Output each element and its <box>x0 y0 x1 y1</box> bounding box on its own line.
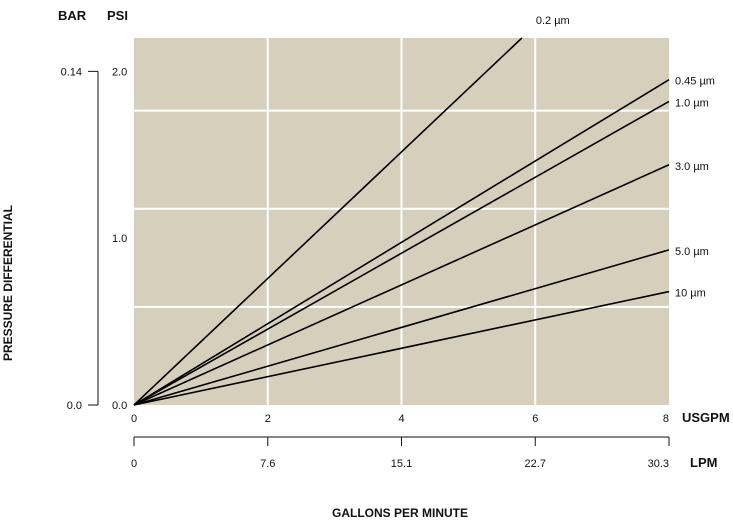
series-label: 10 µm <box>675 288 706 300</box>
y-tick-label: 0.0 <box>112 400 127 412</box>
x-tick-label: 6 <box>532 413 538 425</box>
y-tick-label: 1.0 <box>112 233 127 245</box>
series-line <box>133 37 523 406</box>
grid-lines <box>134 38 669 405</box>
y-unit-label: PSI <box>107 8 128 23</box>
axes: 0.0 1.0 2.0 0.0 0.14 0 2 4 6 8 0 7.6 15.1 22.7 30.3 <box>61 66 670 470</box>
x2-tick-label: 30.3 <box>648 458 669 470</box>
series-label: 1.0 µm <box>675 97 709 109</box>
series-label: 0.2 µm <box>536 15 570 27</box>
series-label: 5.0 µm <box>675 246 709 258</box>
series-label: 0.45 µm <box>675 76 715 88</box>
x2-tick-label: 15.1 <box>391 458 412 470</box>
x-unit-label: USGPM <box>682 410 730 425</box>
series-lines: 0.2 µm 0.45 µm 1.0 µm 3.0 µm 5.0 µm 10 µm <box>133 15 715 406</box>
series-line <box>133 79 670 406</box>
x2-unit-label: LPM <box>690 455 717 470</box>
x-tick-label: 4 <box>398 413 404 425</box>
x2-tick-label: 7.6 <box>260 458 275 470</box>
x-tick-label: 0 <box>131 413 137 425</box>
x2-tick-label: 0 <box>131 458 137 470</box>
series-label: 3.0 µm <box>675 161 709 173</box>
y-tick-label: 2.0 <box>112 66 127 78</box>
series-line <box>133 249 670 406</box>
y2-tick-label: 0.0 <box>67 400 82 412</box>
y-axis-title: PRESSURE DIFFERENTIAL <box>1 205 15 361</box>
x-tick-label: 8 <box>663 413 669 425</box>
x2-tick-label: 22.7 <box>525 458 546 470</box>
x-axis-title: GALLONS PER MINUTE <box>332 506 468 520</box>
series-line <box>133 290 670 406</box>
series-line <box>133 164 670 406</box>
x-tick-label: 2 <box>265 413 271 425</box>
series-line <box>133 100 670 406</box>
y2-unit-label: BAR <box>58 8 87 23</box>
y2-tick-label: 0.14 <box>61 66 82 78</box>
